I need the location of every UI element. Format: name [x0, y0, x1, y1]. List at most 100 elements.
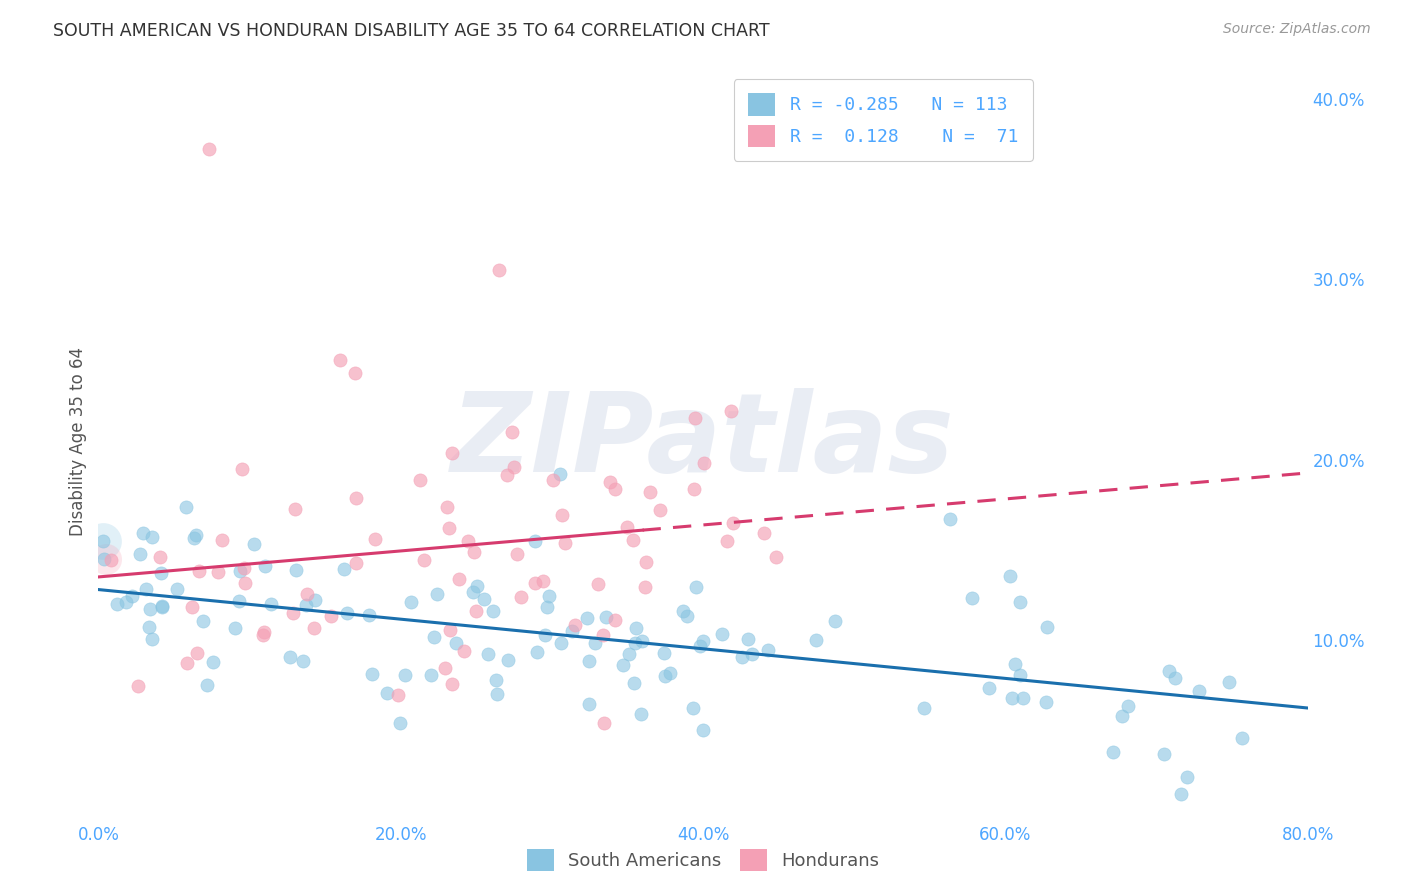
- Point: [211, 533, 233, 547]
- Point: [412, 552, 434, 566]
- Point: [453, 644, 475, 658]
- Point: [484, 673, 506, 688]
- Point: [1175, 771, 1198, 785]
- Point: [91, 533, 114, 548]
- Point: [228, 564, 250, 578]
- Point: [550, 636, 572, 650]
- Point: [741, 647, 763, 661]
- Point: [1164, 672, 1187, 686]
- Point: [624, 636, 647, 650]
- Point: [232, 561, 254, 575]
- Point: [938, 512, 960, 526]
- Point: [319, 609, 342, 624]
- Point: [184, 528, 207, 542]
- Point: [636, 556, 658, 570]
- Point: [437, 521, 460, 535]
- Point: [506, 547, 529, 561]
- Point: [457, 533, 479, 548]
- Point: [285, 563, 308, 577]
- Point: [183, 531, 205, 545]
- Point: [1004, 657, 1026, 671]
- Point: [583, 636, 606, 650]
- Point: [538, 589, 561, 603]
- Point: [91, 533, 114, 548]
- Point: [488, 263, 510, 277]
- Point: [260, 597, 283, 611]
- Point: [1116, 698, 1139, 713]
- Point: [509, 591, 531, 605]
- Point: [523, 576, 546, 591]
- Point: [304, 593, 326, 607]
- Point: [433, 661, 456, 675]
- Point: [586, 577, 609, 591]
- Point: [756, 642, 779, 657]
- Point: [503, 460, 526, 475]
- Point: [654, 669, 676, 683]
- Point: [426, 587, 449, 601]
- Point: [132, 525, 155, 540]
- Point: [1035, 695, 1057, 709]
- Point: [127, 679, 149, 693]
- Point: [197, 142, 219, 156]
- Point: [180, 599, 202, 614]
- Point: [94, 552, 117, 566]
- Point: [93, 552, 115, 566]
- Point: [682, 701, 704, 715]
- Point: [592, 628, 614, 642]
- Point: [824, 614, 846, 628]
- Point: [243, 537, 266, 551]
- Point: [554, 536, 576, 550]
- Y-axis label: Disability Age 35 to 64: Disability Age 35 to 64: [69, 347, 87, 536]
- Point: [1011, 690, 1033, 705]
- Point: [711, 627, 734, 641]
- Point: [1010, 668, 1032, 682]
- Point: [394, 667, 416, 681]
- Point: [295, 598, 318, 612]
- Legend: South Americans, Hondurans: South Americans, Hondurans: [520, 842, 886, 879]
- Point: [135, 582, 157, 596]
- Point: [1230, 731, 1253, 745]
- Point: [439, 624, 461, 638]
- Point: [141, 530, 163, 544]
- Point: [626, 621, 648, 635]
- Point: [630, 707, 652, 722]
- Point: [561, 624, 583, 639]
- Point: [531, 574, 554, 588]
- Point: [197, 678, 219, 692]
- Point: [737, 632, 759, 646]
- Point: [592, 715, 614, 730]
- Point: [495, 467, 517, 482]
- Point: [650, 502, 672, 516]
- Point: [1001, 690, 1024, 705]
- Point: [578, 654, 600, 668]
- Point: [463, 545, 485, 559]
- Point: [201, 656, 224, 670]
- Point: [550, 467, 572, 482]
- Point: [329, 353, 352, 368]
- Point: [623, 675, 645, 690]
- Point: [720, 403, 742, 417]
- Text: SOUTH AMERICAN VS HONDURAN DISABILITY AGE 35 TO 64 CORRELATION CHART: SOUTH AMERICAN VS HONDURAN DISABILITY AG…: [53, 22, 770, 40]
- Point: [1008, 595, 1031, 609]
- Point: [716, 534, 738, 549]
- Point: [129, 547, 152, 561]
- Point: [617, 647, 640, 661]
- Point: [526, 645, 548, 659]
- Point: [436, 500, 458, 514]
- Point: [621, 533, 644, 547]
- Point: [461, 584, 484, 599]
- Point: [121, 589, 143, 603]
- Point: [536, 600, 558, 615]
- Point: [150, 599, 173, 614]
- Point: [186, 646, 208, 660]
- Point: [658, 666, 681, 681]
- Point: [692, 723, 714, 737]
- Point: [683, 410, 706, 425]
- Point: [1157, 664, 1180, 678]
- Point: [578, 697, 600, 711]
- Point: [616, 520, 638, 534]
- Point: [477, 647, 499, 661]
- Point: [291, 654, 314, 668]
- Point: [105, 597, 128, 611]
- Point: [752, 526, 775, 541]
